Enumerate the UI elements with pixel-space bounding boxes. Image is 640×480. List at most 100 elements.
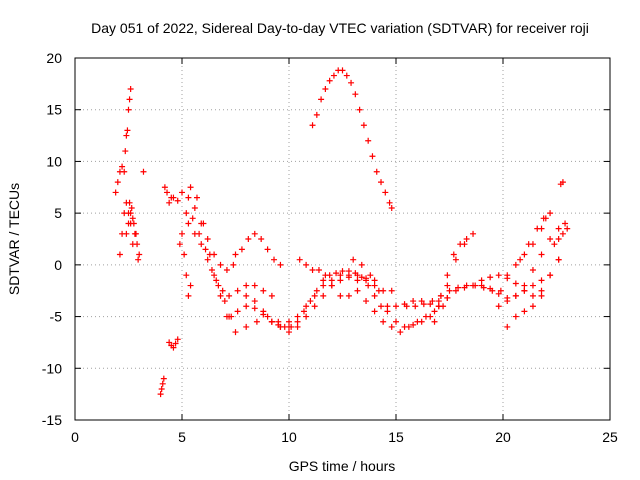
series-arc-a [112, 163, 126, 196]
data-point [358, 274, 365, 281]
data-point [512, 280, 519, 287]
y-tick-label: 0 [54, 257, 62, 273]
data-point [318, 96, 325, 103]
data-point [185, 194, 192, 201]
data-point [275, 321, 282, 328]
data-point [412, 303, 419, 310]
data-point [478, 282, 485, 289]
data-point [176, 241, 183, 248]
data-point [401, 323, 408, 330]
y-tick-label: 20 [46, 50, 62, 66]
data-point [328, 282, 335, 289]
data-point [206, 251, 213, 258]
data-point [337, 277, 344, 284]
data-point [294, 323, 301, 330]
series-arc-q [243, 272, 395, 336]
data-point [232, 251, 239, 258]
data-point [343, 72, 350, 79]
data-point [200, 220, 207, 227]
data-point [352, 91, 359, 98]
series-arc-u [350, 230, 477, 330]
data-point [159, 380, 166, 387]
data-point [512, 292, 519, 299]
series-arc-f [140, 168, 147, 175]
data-point [403, 303, 410, 310]
data-point [559, 230, 566, 237]
series-arc-w [431, 236, 470, 325]
data-point [337, 272, 344, 279]
data-point [446, 287, 453, 294]
data-point [452, 256, 459, 263]
data-point [166, 339, 173, 346]
series-arc-t [309, 67, 395, 211]
data-point [470, 282, 477, 289]
x-tick-label: 25 [602, 429, 618, 445]
data-point [444, 282, 451, 289]
data-point [223, 267, 230, 274]
data-point [487, 285, 494, 292]
data-point [547, 210, 554, 217]
data-point [135, 256, 142, 263]
x-tick-label: 20 [495, 429, 511, 445]
data-point [435, 303, 442, 310]
data-point [350, 256, 357, 263]
series-arc-k [179, 189, 237, 274]
data-point [191, 230, 198, 237]
data-point [313, 111, 320, 118]
data-point [367, 272, 374, 279]
data-point [204, 256, 211, 263]
data-point [358, 261, 365, 268]
series-arc-z [495, 220, 569, 310]
data-point [326, 77, 333, 84]
data-point [337, 292, 344, 299]
y-tick-label: -15 [42, 412, 62, 428]
data-point [461, 284, 468, 291]
data-point [320, 292, 327, 299]
data-point [121, 168, 128, 175]
data-point [517, 256, 524, 263]
data-point [363, 277, 370, 284]
data-point [365, 282, 372, 289]
data-point [251, 282, 258, 289]
data-point [243, 303, 250, 310]
data-point [277, 261, 284, 268]
data-point [354, 277, 361, 284]
data-point [452, 287, 459, 294]
data-point [243, 282, 250, 289]
data-point [307, 298, 314, 305]
data-point [211, 272, 218, 279]
series-arc-y [478, 256, 562, 299]
data-point [134, 241, 141, 248]
data-point [215, 282, 222, 289]
data-point [281, 323, 288, 330]
data-point [380, 318, 387, 325]
data-point [352, 270, 359, 277]
data-point [371, 308, 378, 315]
series-arc-h [166, 336, 181, 351]
data-point [538, 251, 545, 258]
data-point [529, 282, 536, 289]
series-arc-aa [504, 256, 562, 330]
data-point [204, 236, 211, 242]
data-point [450, 251, 457, 258]
data-point [179, 230, 185, 237]
data-point [217, 292, 224, 299]
data-point [116, 251, 123, 258]
y-tick-label: 15 [46, 102, 62, 118]
series-arc-e [126, 199, 142, 263]
series-arc-n [187, 184, 275, 299]
data-point [268, 292, 275, 299]
data-point [487, 274, 494, 281]
data-point [504, 323, 511, 330]
data-point [348, 79, 355, 86]
data-point [384, 308, 391, 315]
data-point [529, 292, 536, 299]
data-point [386, 199, 393, 206]
data-point [538, 292, 545, 299]
series-arc-ad [551, 225, 571, 248]
data-point [187, 184, 194, 191]
data-point [124, 127, 131, 134]
data-point [198, 241, 205, 248]
series-arc-p [232, 230, 284, 268]
data-point [309, 122, 316, 129]
